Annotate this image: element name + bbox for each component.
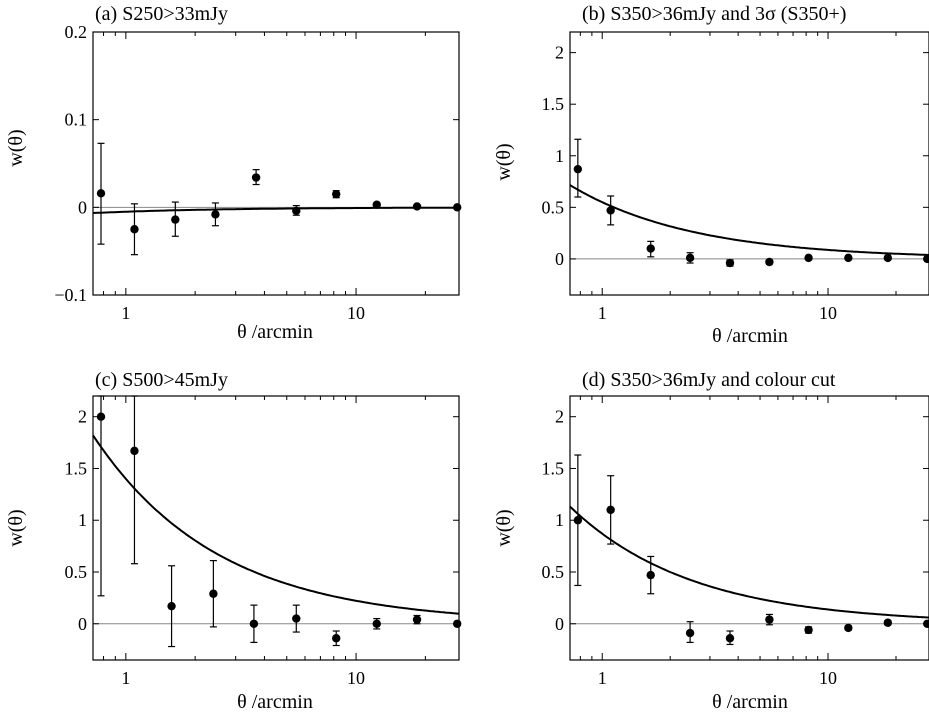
panel-c-ytick-label: 1.5 bbox=[65, 458, 88, 478]
panel-b-frame bbox=[569, 31, 929, 296]
panel-d-ytick-label: 1 bbox=[555, 510, 564, 530]
panel-d-data-point bbox=[646, 570, 655, 580]
panel-b: (b) S350>36mJy and 3σ (S350+) w(θ) θ /ar… bbox=[493, 3, 929, 347]
panel-d-frame bbox=[569, 395, 929, 661]
panel-c-plot-area: 0 0.5 1 1.5 2 1 10 bbox=[65, 395, 462, 688]
panel-b-ytick-label: 0 bbox=[555, 249, 564, 269]
panel-c-xtick-label: 10 bbox=[347, 668, 365, 688]
panel-b-data-point bbox=[725, 258, 735, 268]
panel-d-ylabel: w(θ) bbox=[493, 509, 515, 546]
panel-c-data-point bbox=[96, 412, 106, 421]
panel-b-ytick-label: 1 bbox=[555, 146, 564, 166]
panel-a-xlabel: θ /arcmin bbox=[237, 321, 313, 343]
panel-c-xlabel: θ /arcmin bbox=[237, 691, 313, 713]
panel-d-ytick-label: 1.5 bbox=[542, 458, 565, 478]
panel-c-model-curve bbox=[92, 434, 460, 615]
panel-b-plot-area: 0 0.5 1 1.5 2 1 10 bbox=[542, 31, 929, 323]
panel-c-data-point bbox=[412, 615, 422, 624]
panel-d-data-point bbox=[573, 516, 583, 525]
panel-c-ytick-label: 1 bbox=[78, 510, 87, 530]
panel-c-ylabel: w(θ) bbox=[5, 509, 27, 546]
panel-d-ytick-label: 0 bbox=[555, 614, 564, 634]
panel-d-data-point bbox=[685, 628, 695, 638]
panel-a-xtick-label: 1 bbox=[121, 303, 130, 323]
panel-a-xtick-label: 10 bbox=[347, 303, 365, 323]
panel-a: (a) S250>33mJy w(θ) θ /arcmin −0.1 0 0.1 0.… bbox=[5, 3, 462, 343]
panel-c-data-point bbox=[292, 614, 301, 623]
panel-c-ytick-label: 0.5 bbox=[65, 562, 88, 582]
panel-d-ytick-label: 0.5 bbox=[542, 562, 565, 582]
panel-a-data-point bbox=[452, 203, 462, 212]
panel-b-data-point bbox=[923, 254, 929, 264]
panel-c: (c) S500>45mJy w(θ) θ /arcmin 0 0.5 1 1.5 2 1… bbox=[5, 369, 462, 713]
panel-c-data-point bbox=[167, 601, 176, 611]
panel-b-data-point bbox=[606, 206, 615, 215]
panel-d-data-point bbox=[883, 618, 893, 627]
panel-a-data-point bbox=[171, 215, 180, 224]
panel-d-data-point bbox=[606, 505, 615, 515]
panel-b-data-point bbox=[804, 253, 813, 263]
panel-c-title: (c) S500>45mJy bbox=[95, 369, 228, 391]
panel-b-title: (b) S350>36mJy and 3σ (S350+) bbox=[582, 3, 846, 25]
panel-a-ytick-label: 0 bbox=[78, 197, 87, 217]
panel-d-xlabel: θ /arcmin bbox=[712, 691, 788, 713]
panel-a-data-point bbox=[292, 206, 301, 216]
panel-a-frame bbox=[92, 31, 460, 296]
panel-c-data-point bbox=[209, 589, 218, 598]
panel-b-ylabel: w(θ) bbox=[493, 143, 515, 180]
panel-d-plot-area: 0 0.5 1 1.5 2 1 10 bbox=[542, 395, 929, 688]
panel-d-xtick-label: 10 bbox=[819, 668, 837, 688]
panel-b-data-point bbox=[844, 253, 853, 263]
panel-c-data-point bbox=[249, 619, 259, 628]
panel-a-data-point bbox=[96, 189, 106, 198]
panel-b-data-point bbox=[685, 253, 695, 263]
panel-b-data-point bbox=[765, 257, 774, 267]
panel-d-data-point bbox=[765, 615, 774, 624]
panel-b-ytick-label: 0.5 bbox=[542, 197, 565, 217]
panel-a-data-point bbox=[332, 189, 341, 199]
panel-d-data-point bbox=[923, 619, 929, 628]
panel-d-model-curve bbox=[569, 505, 929, 619]
panel-b-data-point bbox=[573, 164, 583, 174]
panel-a-data-point bbox=[130, 225, 139, 234]
panel-a-data-point bbox=[211, 210, 220, 219]
panel-d-data-point bbox=[725, 634, 735, 643]
panel-b-data-point bbox=[646, 244, 655, 253]
panel-c-ytick-label: 2 bbox=[78, 407, 87, 427]
panel-b-xlabel: θ /arcmin bbox=[712, 325, 788, 347]
panel-c-data-point bbox=[452, 619, 462, 628]
panel-a-data-point bbox=[251, 173, 261, 182]
panel-a-title: (a) S250>33mJy bbox=[95, 3, 228, 25]
panel-c-data-point bbox=[372, 619, 381, 628]
panel-a-ytick-label: −0.1 bbox=[54, 285, 87, 305]
panel-b-data-point bbox=[883, 253, 893, 263]
panel-a-plot-area: −0.1 0 0.1 0.2 1 10 bbox=[54, 22, 462, 323]
panel-b-ytick-label: 2 bbox=[555, 43, 564, 63]
panel-b-xtick-label: 1 bbox=[598, 303, 607, 323]
panel-d-ytick-label: 2 bbox=[555, 407, 564, 427]
panel-d-data-point bbox=[844, 623, 853, 633]
panel-c-data-point bbox=[130, 446, 139, 456]
panel-d: (d) S350>36mJy and colour cut w(θ) θ /ar… bbox=[493, 369, 929, 713]
panel-b-model-curve bbox=[569, 184, 929, 256]
panel-d-xtick-label: 1 bbox=[598, 668, 607, 688]
panel-a-model-curve bbox=[92, 206, 459, 214]
panel-d-title: (d) S350>36mJy and colour cut bbox=[582, 369, 836, 391]
panel-c-xtick-label: 1 bbox=[121, 668, 130, 688]
panel-a-ylabel: w(θ) bbox=[5, 129, 27, 166]
panel-b-ytick-label: 1.5 bbox=[542, 94, 565, 114]
panel-c-frame bbox=[92, 395, 460, 661]
panel-c-ytick-label: 0 bbox=[78, 614, 87, 634]
panel-d-data-point bbox=[804, 625, 813, 635]
panel-a-ytick-label: 0.2 bbox=[65, 22, 88, 42]
panel-a-data-point bbox=[372, 200, 381, 209]
panel-b-xtick-label: 10 bbox=[819, 303, 837, 323]
panel-a-ytick-label: 0.1 bbox=[65, 110, 88, 130]
panel-c-data-point bbox=[332, 634, 341, 643]
panel-a-data-point bbox=[412, 202, 422, 211]
